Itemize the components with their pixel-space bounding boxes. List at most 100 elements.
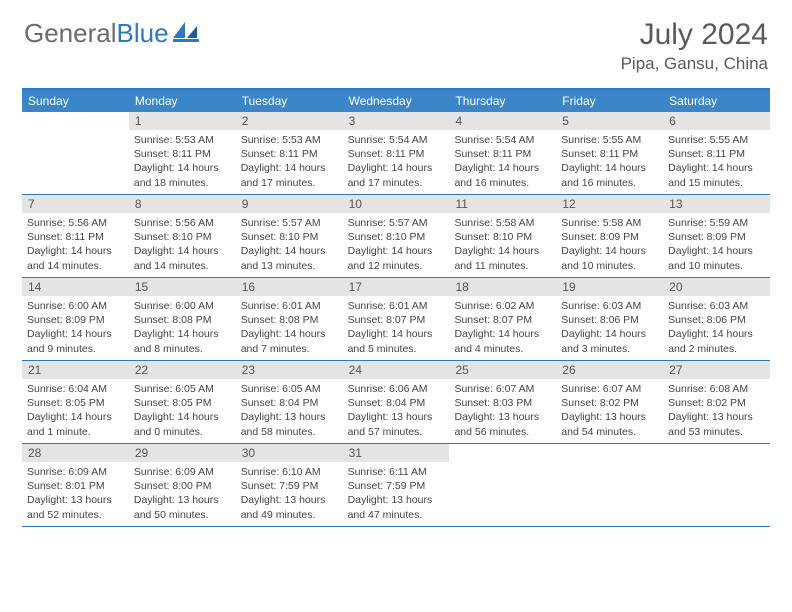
day-number: 9 (236, 195, 343, 213)
sunrise-text: Sunrise: 5:55 AM (668, 133, 765, 147)
sunrise-text: Sunrise: 6:08 AM (668, 382, 765, 396)
day-body: Sunrise: 5:56 AMSunset: 8:11 PMDaylight:… (22, 213, 129, 277)
day-cell: 14Sunrise: 6:00 AMSunset: 8:09 PMDayligh… (22, 278, 129, 360)
sunrise-text: Sunrise: 6:05 AM (241, 382, 338, 396)
sunrise-text: Sunrise: 6:09 AM (134, 465, 231, 479)
sunrise-text: Sunrise: 5:53 AM (241, 133, 338, 147)
day-body: Sunrise: 6:05 AMSunset: 8:04 PMDaylight:… (236, 379, 343, 443)
day-cell: 16Sunrise: 6:01 AMSunset: 8:08 PMDayligh… (236, 278, 343, 360)
week-row: 21Sunrise: 6:04 AMSunset: 8:05 PMDayligh… (22, 361, 770, 444)
sunset-text: Sunset: 8:11 PM (454, 147, 551, 161)
day-number: 31 (343, 444, 450, 462)
day-body: Sunrise: 6:03 AMSunset: 8:06 PMDaylight:… (663, 296, 770, 360)
sunrise-text: Sunrise: 6:06 AM (348, 382, 445, 396)
day-cell: 17Sunrise: 6:01 AMSunset: 8:07 PMDayligh… (343, 278, 450, 360)
daylight-text: Daylight: 14 hours and 1 minute. (27, 410, 124, 438)
sunset-text: Sunset: 8:10 PM (241, 230, 338, 244)
sunset-text: Sunset: 8:04 PM (348, 396, 445, 410)
sunset-text: Sunset: 8:05 PM (27, 396, 124, 410)
day-body: Sunrise: 5:53 AMSunset: 8:11 PMDaylight:… (236, 130, 343, 194)
day-cell: 26Sunrise: 6:07 AMSunset: 8:02 PMDayligh… (556, 361, 663, 443)
logo-text-blue: Blue (117, 18, 169, 49)
day-body: Sunrise: 6:02 AMSunset: 8:07 PMDaylight:… (449, 296, 556, 360)
sunset-text: Sunset: 8:11 PM (668, 147, 765, 161)
sunrise-text: Sunrise: 5:57 AM (241, 216, 338, 230)
day-body: Sunrise: 5:53 AMSunset: 8:11 PMDaylight:… (129, 130, 236, 194)
day-body: Sunrise: 5:56 AMSunset: 8:10 PMDaylight:… (129, 213, 236, 277)
title-block: July 2024 Pipa, Gansu, China (621, 18, 768, 74)
day-cell: 8Sunrise: 5:56 AMSunset: 8:10 PMDaylight… (129, 195, 236, 277)
sunset-text: Sunset: 7:59 PM (241, 479, 338, 493)
day-body: Sunrise: 5:58 AMSunset: 8:10 PMDaylight:… (449, 213, 556, 277)
logo: GeneralBlue (24, 18, 199, 49)
day-body: Sunrise: 6:08 AMSunset: 8:02 PMDaylight:… (663, 379, 770, 443)
day-number: 12 (556, 195, 663, 213)
sunrise-text: Sunrise: 6:03 AM (561, 299, 658, 313)
daylight-text: Daylight: 14 hours and 5 minutes. (348, 327, 445, 355)
sunset-text: Sunset: 8:00 PM (134, 479, 231, 493)
day-cell: 7Sunrise: 5:56 AMSunset: 8:11 PMDaylight… (22, 195, 129, 277)
daylight-text: Daylight: 14 hours and 10 minutes. (668, 244, 765, 272)
daylight-text: Daylight: 14 hours and 10 minutes. (561, 244, 658, 272)
day-cell: 9Sunrise: 5:57 AMSunset: 8:10 PMDaylight… (236, 195, 343, 277)
day-number: 28 (22, 444, 129, 462)
sunset-text: Sunset: 8:11 PM (561, 147, 658, 161)
day-number: 11 (449, 195, 556, 213)
daylight-text: Daylight: 13 hours and 54 minutes. (561, 410, 658, 438)
daylight-text: Daylight: 13 hours and 49 minutes. (241, 493, 338, 521)
daylight-text: Daylight: 14 hours and 14 minutes. (134, 244, 231, 272)
daylight-text: Daylight: 14 hours and 2 minutes. (668, 327, 765, 355)
day-cell (22, 112, 129, 194)
week-row: 28 Sunrise: 6:09 AM Sunset: 8:01 PM Dayligh… (22, 444, 770, 527)
sunset-text: Sunset: 8:09 PM (668, 230, 765, 244)
day-cell: 18Sunrise: 6:02 AMSunset: 8:07 PMDayligh… (449, 278, 556, 360)
day-number (663, 444, 770, 448)
sunset-text: Sunset: 8:06 PM (561, 313, 658, 327)
sunrise-text: Sunrise: 5:58 AM (454, 216, 551, 230)
week-row: 14Sunrise: 6:00 AMSunset: 8:09 PMDayligh… (22, 278, 770, 361)
sunrise-text: Sunrise: 5:55 AM (561, 133, 658, 147)
day-cell: 29Sunrise: 6:09 AMSunset: 8:00 PMDayligh… (129, 444, 236, 526)
day-number: 29 (129, 444, 236, 462)
day-body: Sunrise: 6:11 AMSunset: 7:59 PMDaylight:… (343, 462, 450, 526)
weeks-container: 1Sunrise: 5:53 AMSunset: 8:11 PMDaylight… (22, 112, 770, 527)
sunset-text: Sunset: 8:01 PM (27, 479, 124, 493)
daylight-text: Daylight: 14 hours and 17 minutes. (348, 161, 445, 189)
day-number: 7 (22, 195, 129, 213)
day-cell: 6Sunrise: 5:55 AMSunset: 8:11 PMDaylight… (663, 112, 770, 194)
daylight-text: Daylight: 13 hours and 50 minutes. (134, 493, 231, 521)
sunset-text: Sunset: 8:10 PM (134, 230, 231, 244)
day-body: Sunrise: 6:09 AMSunset: 8:00 PMDaylight:… (129, 462, 236, 526)
daylight-text: Daylight: 14 hours and 15 minutes. (668, 161, 765, 189)
sunrise-text: Sunrise: 5:56 AM (134, 216, 231, 230)
day-number: 17 (343, 278, 450, 296)
day-body: Sunrise: 6:05 AMSunset: 8:05 PMDaylight:… (129, 379, 236, 443)
sunrise-text: Sunrise: 6:03 AM (668, 299, 765, 313)
sunset-text: Sunset: 8:04 PM (241, 396, 338, 410)
weekday-header: Thursday (449, 90, 556, 112)
weekday-header: Monday (129, 90, 236, 112)
day-number: 16 (236, 278, 343, 296)
day-number: 15 (129, 278, 236, 296)
day-cell (663, 444, 770, 526)
day-body: Sunrise: 6:01 AMSunset: 8:07 PMDaylight:… (343, 296, 450, 360)
day-number: 5 (556, 112, 663, 130)
day-number (22, 112, 129, 116)
sunset-text: Sunset: 8:10 PM (348, 230, 445, 244)
day-number: 22 (129, 361, 236, 379)
logo-sail-icon (173, 18, 199, 49)
day-number: 30 (236, 444, 343, 462)
weekday-header: Friday (556, 90, 663, 112)
week-row: 7Sunrise: 5:56 AMSunset: 8:11 PMDaylight… (22, 195, 770, 278)
day-cell: 31Sunrise: 6:11 AMSunset: 7:59 PMDayligh… (343, 444, 450, 526)
day-cell: 22Sunrise: 6:05 AMSunset: 8:05 PMDayligh… (129, 361, 236, 443)
day-cell: 12Sunrise: 5:58 AMSunset: 8:09 PMDayligh… (556, 195, 663, 277)
day-number: 25 (449, 361, 556, 379)
daylight-text: Daylight: 13 hours and 53 minutes. (668, 410, 765, 438)
day-cell: 27Sunrise: 6:08 AMSunset: 8:02 PMDayligh… (663, 361, 770, 443)
sunrise-text: Sunrise: 5:57 AM (348, 216, 445, 230)
sunrise-text: Sunrise: 6:07 AM (454, 382, 551, 396)
day-cell (556, 444, 663, 526)
day-body: Sunrise: 6:07 AMSunset: 8:02 PMDaylight:… (556, 379, 663, 443)
day-number (449, 444, 556, 448)
